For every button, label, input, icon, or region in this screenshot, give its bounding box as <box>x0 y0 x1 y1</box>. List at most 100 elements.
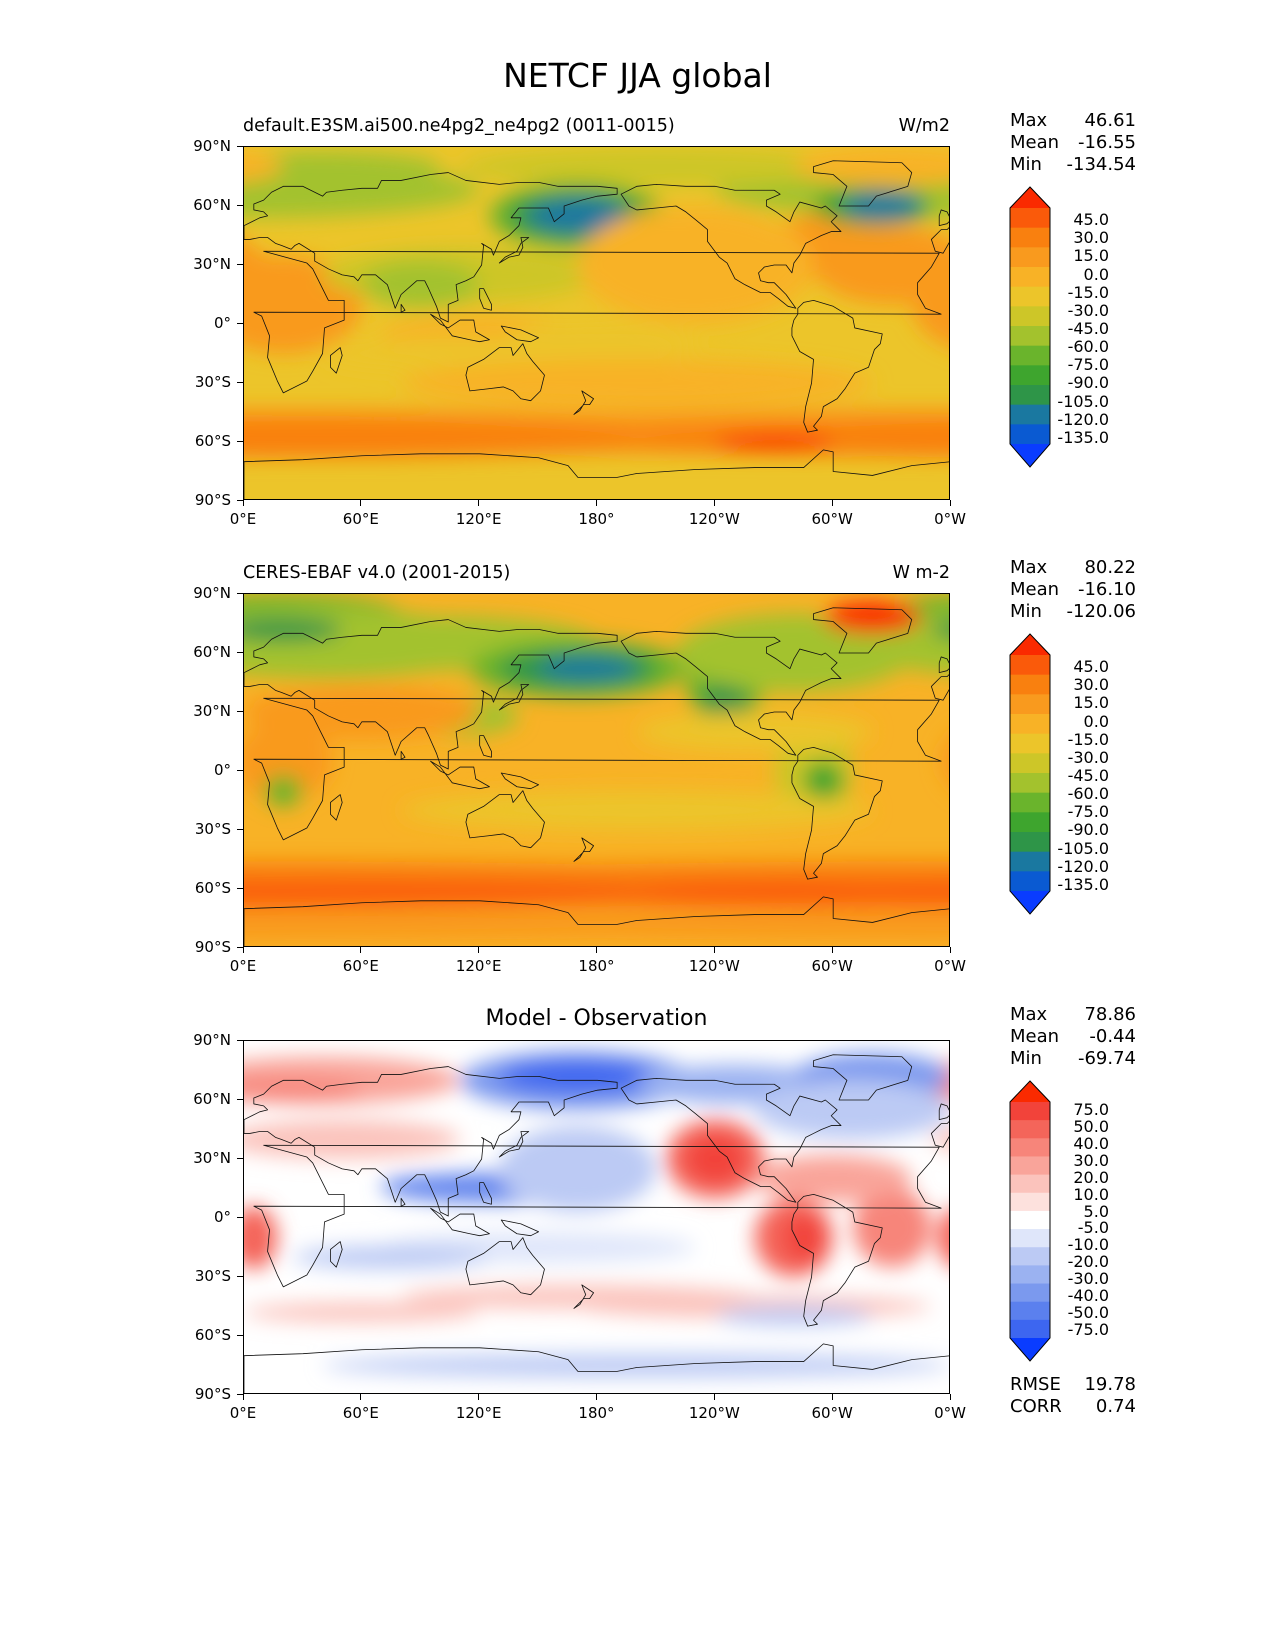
colorbar-outline <box>1009 186 1051 468</box>
x-tick-label: 120°W <box>688 957 740 975</box>
stat-row-mean: Mean -16.10 <box>1010 579 1136 601</box>
stats-block: Max 80.22 Mean -16.10 Min -120.06 <box>1010 557 1136 623</box>
colorbar-label: 0.0 <box>1083 711 1109 731</box>
colorbar-segment <box>1010 208 1050 229</box>
coastline-europe-west <box>930 1121 949 1148</box>
x-tick-mark <box>242 947 244 953</box>
coastline-north-america <box>620 1077 842 1203</box>
field-blob <box>244 418 676 458</box>
colorbar-label: 30.0 <box>1073 675 1109 695</box>
colorbar-segment <box>1010 267 1050 288</box>
coastlines <box>244 607 949 946</box>
x-tick-mark <box>831 500 833 506</box>
colorbar-segment <box>1010 1319 1050 1339</box>
y-tick-label: 30°S <box>194 820 231 838</box>
y-tick-mark <box>237 1393 243 1395</box>
colorbar-label: 5.0 <box>1083 1201 1109 1221</box>
field-blob <box>244 150 284 183</box>
colorbar-label: -120.0 <box>1057 409 1109 429</box>
metric-label-rmse: RMSE <box>1010 1374 1061 1395</box>
colorbar-segment <box>1010 1156 1050 1176</box>
x-tick-label: 0°W <box>934 957 966 975</box>
y-tick-label: 60°S <box>194 879 231 897</box>
x-tick-label: 120°E <box>455 510 502 528</box>
colorbar-segment <box>1010 424 1050 445</box>
coastline-antarctica <box>244 896 949 946</box>
y-tick-label: 90°N <box>193 584 231 602</box>
x-tick-mark <box>360 500 362 506</box>
y-tick-mark <box>237 887 243 889</box>
field-blob <box>244 1119 460 1159</box>
field-blob <box>401 359 873 407</box>
colorbar-segment <box>1010 1210 1050 1230</box>
colorbar-segment <box>1010 1120 1050 1139</box>
field-blob <box>784 1214 824 1262</box>
colorbar-segment <box>1010 714 1050 735</box>
field-blob <box>263 774 303 807</box>
coastline-indonesia <box>430 313 490 343</box>
colorbar-segment <box>1010 694 1050 715</box>
stat-value-mean: -16.10 <box>1077 579 1136 600</box>
units-label: W/m2 <box>898 116 950 136</box>
coastline-north-america <box>620 183 842 309</box>
map-3 <box>243 1040 950 1394</box>
stat-value-min: -134.54 <box>1066 154 1136 175</box>
field-blob <box>538 656 637 681</box>
colorbar-segment <box>1010 345 1050 366</box>
colorbar-label: -90.0 <box>1067 373 1109 393</box>
coastline-madagascar <box>330 347 343 374</box>
field-blob <box>361 261 480 309</box>
colorbar-segment <box>1010 286 1050 307</box>
colorbar-segment <box>1010 655 1050 676</box>
y-tick-mark <box>237 1334 243 1336</box>
coastline-eurasia <box>244 1066 618 1217</box>
coastline-madagascar <box>330 1241 343 1268</box>
x-tick-label: 0°W <box>934 510 966 528</box>
stat-label-max: Max <box>1010 110 1048 131</box>
y-tick-label: 30°N <box>193 1149 231 1167</box>
x-tick-mark <box>478 947 480 953</box>
stats-block: Max 78.86 Mean -0.44 Min -69.74 <box>1010 1004 1136 1070</box>
coastline-indonesia <box>430 760 490 790</box>
field-blob <box>244 721 333 801</box>
colorbar-label: 15.0 <box>1073 246 1109 266</box>
coastline-antarctica <box>244 449 949 499</box>
y-tick-mark <box>237 499 243 501</box>
field-blob <box>597 881 949 905</box>
colorbar-label: 0.0 <box>1083 264 1109 284</box>
stat-label-mean: Mean <box>1010 1026 1060 1047</box>
colorbar-label: -45.0 <box>1067 319 1109 338</box>
stat-value-min: -69.74 <box>1077 1048 1136 1069</box>
field-contours <box>244 1050 949 1378</box>
coastline-south-america <box>791 746 883 880</box>
x-tick-label: 0°W <box>934 1404 966 1422</box>
coastline-europe-west <box>930 227 949 254</box>
colorbar-label: -60.0 <box>1067 337 1109 357</box>
stat-row-mean: Mean -16.55 <box>1010 132 1136 154</box>
colorbar-segment <box>1010 792 1050 813</box>
stat-label-min: Min <box>1010 154 1042 175</box>
units-label: W m-2 <box>892 563 950 583</box>
field-blob <box>460 147 853 187</box>
stat-row-min: Min -120.06 <box>1010 601 1136 623</box>
coastline-australia <box>465 1237 545 1296</box>
field-blob <box>715 434 834 450</box>
coastline-new-guinea <box>500 325 539 343</box>
x-tick-mark <box>360 947 362 953</box>
field-blob <box>852 1188 932 1268</box>
stat-label-min: Min <box>1010 1048 1042 1069</box>
colorbar-label: -30.0 <box>1067 747 1109 767</box>
colorbar-label: -105.0 <box>1057 391 1109 411</box>
colorbar-segment <box>1010 733 1050 754</box>
field-blob <box>244 248 284 301</box>
x-tick-label: 180° <box>578 957 615 975</box>
field-blob <box>322 337 559 370</box>
colorbar-segment <box>1010 1265 1050 1285</box>
colorbar-segment <box>1010 674 1050 695</box>
colorbar-segment <box>1010 812 1050 833</box>
coastlines <box>244 160 949 499</box>
field-blob <box>803 761 843 801</box>
colorbar-label: -10.0 <box>1067 1235 1109 1255</box>
colorbar-max-extend <box>1010 187 1050 208</box>
figure-title: NETCF JJA global <box>503 56 772 95</box>
